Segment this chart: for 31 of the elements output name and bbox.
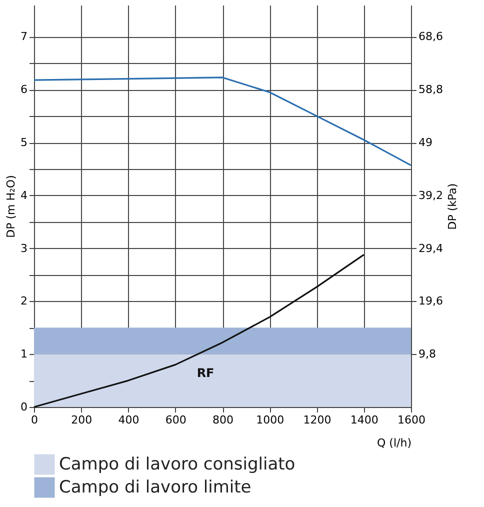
x-tick-label: 600 xyxy=(165,414,186,426)
line-series xyxy=(33,254,365,408)
y-tick-label: 6 xyxy=(20,83,28,96)
y-tick-label: 1 xyxy=(20,348,28,361)
y-tick-label: 3 xyxy=(20,242,28,255)
y2-axis-title: DP (kPa) xyxy=(446,183,459,230)
y2-tick-label: 49 xyxy=(418,136,432,150)
x-tick-label: 200 xyxy=(71,414,92,426)
x-tick-label: 1600 xyxy=(398,414,426,426)
y2-tick-label: 58,8 xyxy=(418,83,443,96)
x-tick-label: 1000 xyxy=(256,414,284,426)
x-tick-label: 400 xyxy=(118,414,140,426)
y-tick-label: 7 xyxy=(20,30,28,44)
y2-tick-label: 29,4 xyxy=(418,242,443,255)
y2-tick-label: 68,6 xyxy=(418,30,443,44)
legend-label: Campo di lavoro limite xyxy=(59,478,252,498)
y-tick-label: 4 xyxy=(20,188,28,202)
y-tick-label: 2 xyxy=(20,294,28,308)
x-tick-label: 0 xyxy=(31,414,38,426)
y2-tick-label: 9,8 xyxy=(418,348,436,361)
y2-tick-label: 39,2 xyxy=(418,188,443,202)
annotation: RF xyxy=(196,366,214,380)
y-tick-label: 0 xyxy=(20,400,28,414)
x-tick-label: 1200 xyxy=(303,414,332,426)
x-tick-label: 800 xyxy=(212,414,234,426)
legend-label: Campo di lavoro consigliato xyxy=(59,454,296,474)
y2-tick-label: 19,6 xyxy=(418,294,443,308)
x-tick-label: 1400 xyxy=(350,414,378,426)
x-axis-title: Q (l/h) xyxy=(377,436,412,450)
y-tick-label: 5 xyxy=(20,136,28,150)
y-axis-title: DP (m H₂O) xyxy=(4,175,18,238)
